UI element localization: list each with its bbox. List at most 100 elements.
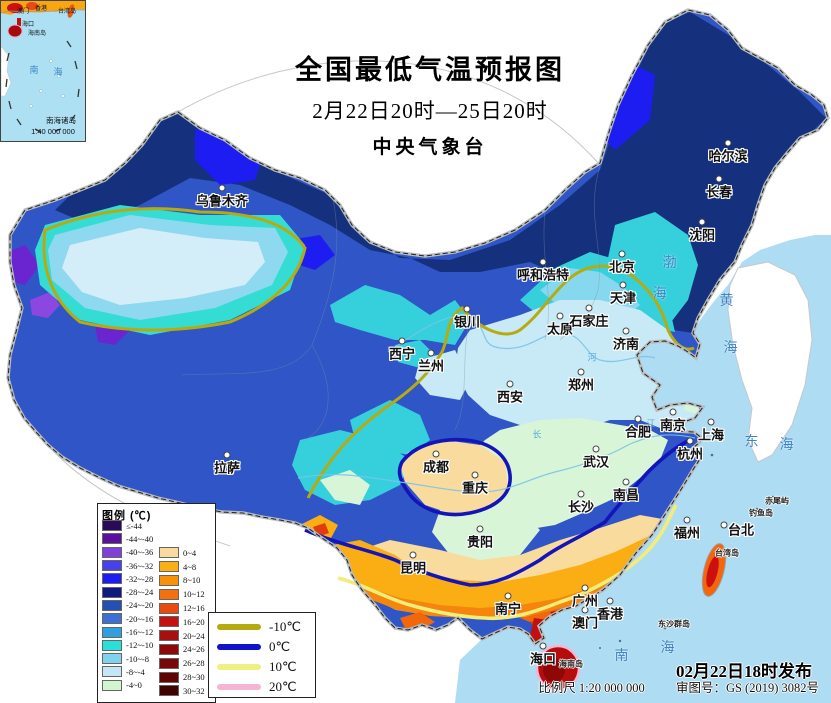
legend-range: -12~-10 [126,640,154,651]
legend-range: -28~-24 [126,587,154,598]
contour-label: 0℃ [269,639,291,654]
legend-row: -36~-32 [102,559,153,572]
legend-swatch [159,561,179,573]
city-label: 西宁 [388,346,416,362]
legend-swatch [159,671,179,683]
legend-row: 24~26 [159,643,205,657]
contour-legend-row: 20℃ [217,677,315,697]
inset-label: 海南岛 [28,29,46,37]
city-label: 杭州 [676,446,704,462]
legend-swatch [159,643,179,655]
inset-label: 澳门 [17,7,29,15]
city-marker [619,281,627,289]
city-marker [720,521,728,529]
legend-swatch [159,657,179,669]
approval-number: 审图号：GS (2019) 3082号 [675,681,819,695]
forecast-period: 2月22日20时—25日20时 [312,99,548,123]
legend-range: -24~-20 [126,600,154,611]
city-label: 长春 [705,184,733,200]
legend-row: -16~-12 [102,625,153,638]
legend-range: 4~8 [183,561,197,572]
map-scale: 比例尺 1:20 000 000 [538,681,645,695]
city-label: 银川 [453,314,481,330]
city-label: 澳门 [571,615,599,631]
legend-swatch [159,616,179,628]
legend-range: 28~30 [183,672,205,683]
legend-row: 12~16 [159,601,205,615]
legend-row: 20~24 [159,629,205,643]
city-label: 上海 [697,427,725,443]
city-marker [223,451,231,459]
legend-row: -20~-16 [102,612,153,625]
city-label: 哈尔滨 [708,148,748,164]
legend-swatch [159,602,179,614]
city-marker [622,327,630,335]
island-label: 台湾岛 [715,548,739,558]
contour-legend: -10℃ 0℃ 10℃ 20℃ [208,612,316,698]
contour-legend-row: -10℃ [217,617,315,637]
city-marker [409,551,417,559]
legend-swatch [102,546,122,558]
city-label: 合肥 [624,424,652,440]
city-label: 海口 [529,651,557,667]
city-label: 武汉 [582,454,610,470]
legend-row: 4~8 [159,560,205,574]
city-label: 北京 [608,259,636,275]
city-label: 郑州 [567,377,595,393]
city-marker [476,525,484,533]
legend-range: -40~-36 [126,547,154,558]
legend-row: 28~30 [159,670,205,684]
issue-time: 02月22日18时发布 [676,662,812,681]
inset-label: 南 [29,64,38,75]
legend-row: 30~32 [159,684,205,698]
legend-row: -32~-28 [102,572,153,585]
inset-label: 1:40 000 000 [31,127,75,136]
city-marker [471,471,479,479]
river-label: 江 [646,418,656,429]
legend-range: 0~4 [183,547,197,558]
city-marker [432,450,440,458]
title-block: 全国最低气温预报图 2月22日20时—25日20时 中央气象台 [238,48,622,159]
legend-row: -40~-36 [102,546,153,559]
legend-row: -8~-4 [102,665,153,678]
contour-line-sample [217,664,261,670]
legend-row: -12~-10 [102,639,153,652]
map-title: 全国最低气温预报图 [295,55,565,85]
legend-range: 24~26 [183,644,205,655]
legend-range: -44~-40 [126,533,154,544]
legend-swatch [102,560,122,572]
city-label: 天津 [609,290,637,306]
contour-label: -10℃ [269,619,301,634]
hainan-core [543,658,565,682]
city-marker [581,584,589,592]
city-label: 石家庄 [569,313,609,329]
city-marker [707,418,715,426]
city-marker [504,592,512,600]
sea-label: 黄 [719,292,735,308]
legend-range: -36~-32 [126,560,154,571]
legend-row: 26~28 [159,656,205,670]
inset-hainan [7,24,23,38]
city-label: 贵阳 [466,534,494,550]
city-label: 西安 [496,389,524,405]
city-marker [506,380,514,388]
inset-label: 海 [53,66,62,77]
inset-islets [29,59,65,108]
legend-range: 20~24 [183,630,205,641]
city-marker [218,184,226,192]
rivers [297,315,696,493]
legend-swatch [102,586,122,598]
city-marker [698,218,706,226]
sea-label: 渤 [662,254,678,270]
contour-label: 20℃ [269,679,297,694]
sea-label: 东 [744,433,760,449]
contour-label: 10℃ [269,659,297,674]
sea-label: 海 [723,339,739,355]
inset-label: 南海诸岛 [46,115,76,125]
city-marker [606,597,614,605]
legend-row: -28~-24 [102,585,153,598]
city-marker [539,258,547,266]
legend-range: 26~28 [183,658,205,669]
